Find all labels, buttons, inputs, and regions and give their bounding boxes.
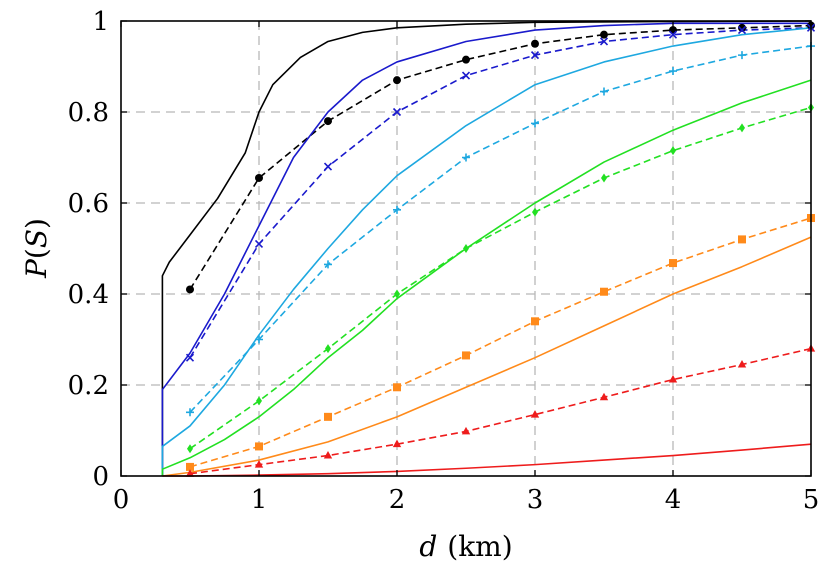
- data-point-circle: [186, 285, 194, 294]
- x-axis-label: d (km): [419, 530, 512, 563]
- data-point-triangle: [530, 410, 540, 418]
- x-tick-label: 0: [113, 485, 130, 515]
- series-line-1: [189, 24, 812, 290]
- data-point-circle: [738, 23, 746, 32]
- series-layer: [161, 20, 812, 477]
- y-tick-label: 0.4: [68, 280, 109, 310]
- x-tick-label: 4: [665, 485, 682, 515]
- data-point-cross: [392, 107, 402, 117]
- x-tick-label: 5: [803, 485, 820, 515]
- data-point-diamond: [601, 173, 607, 183]
- y-axis-label-p: P: [20, 258, 53, 279]
- data-point-triangle: [737, 360, 747, 368]
- series-line-6: [161, 79, 812, 476]
- data-point-square: [738, 235, 746, 244]
- data-point-circle: [324, 117, 332, 126]
- series-line-0: [161, 20, 812, 476]
- data-point-diamond: [532, 207, 538, 217]
- data-point-square: [600, 287, 608, 296]
- x-tick-label: 3: [527, 485, 544, 515]
- data-point-circle: [462, 55, 470, 64]
- x-axis-label-var: d: [419, 530, 437, 563]
- series-line-8: [162, 236, 812, 477]
- data-point-square: [255, 442, 263, 451]
- data-point-plus: [186, 408, 194, 417]
- y-axis-ticks: 0 0.2 0.4 0.6 0.8 1: [68, 7, 811, 492]
- x-tick-label: 2: [389, 485, 406, 515]
- data-point-cross: [185, 353, 195, 362]
- data-point-triangle: [254, 460, 264, 468]
- data-point-triangle: [599, 392, 609, 401]
- data-point-plus: [324, 260, 332, 269]
- series-line-3: [189, 27, 812, 359]
- x-axis-ticks: 0 1 2 3 4 5: [113, 21, 820, 515]
- y-tick-label: 0.8: [68, 98, 109, 128]
- plot-frame: [120, 20, 812, 477]
- y-tick-label: 0: [92, 462, 109, 492]
- data-point-circle: [600, 30, 608, 39]
- data-point-square: [186, 462, 194, 471]
- data-point-square: [393, 383, 401, 392]
- data-point-plus: [255, 335, 263, 344]
- data-point-diamond: [739, 123, 745, 133]
- data-point-diamond: [394, 289, 400, 299]
- data-point-plus: [669, 67, 677, 76]
- data-point-circle: [531, 39, 539, 48]
- data-point-square: [669, 259, 677, 268]
- data-point-circle: [393, 76, 401, 85]
- data-point-triangle: [668, 375, 678, 383]
- data-point-triangle: [323, 451, 333, 459]
- data-point-plus: [738, 51, 746, 60]
- data-point-diamond: [463, 244, 469, 253]
- data-point-triangle: [392, 439, 402, 448]
- y-tick-label: 0.2: [68, 371, 109, 401]
- data-point-plus: [600, 87, 608, 96]
- data-point-cross: [323, 162, 333, 171]
- y-axis-label-close: ): [20, 218, 53, 229]
- y-axis-label-open: (: [20, 248, 53, 259]
- x-tick-label: 1: [251, 485, 268, 515]
- series-line-4: [161, 27, 812, 476]
- data-point-diamond: [187, 444, 193, 454]
- data-point-cross: [599, 37, 609, 46]
- data-point-circle: [255, 173, 263, 182]
- series-line-9: [189, 217, 812, 468]
- data-point-square: [531, 317, 539, 326]
- data-point-square: [324, 412, 332, 421]
- series-line-2: [161, 22, 811, 476]
- data-point-diamond: [670, 146, 676, 156]
- data-point-diamond: [325, 344, 331, 354]
- x-axis-label-unit: (km): [447, 530, 512, 563]
- data-point-plus: [462, 153, 470, 162]
- y-axis-label: P(S): [20, 218, 53, 279]
- marker-layer: [185, 21, 816, 477]
- data-point-plus: [531, 119, 539, 128]
- series-line-5: [189, 45, 812, 413]
- data-point-plus: [393, 205, 401, 214]
- data-point-triangle: [461, 426, 471, 435]
- grid: [121, 21, 811, 476]
- y-tick-label: 0.6: [68, 189, 109, 219]
- series-line-11: [189, 347, 812, 475]
- data-point-cross: [668, 30, 678, 39]
- data-point-triangle: [185, 469, 195, 477]
- data-point-cross: [530, 51, 540, 60]
- data-point-square: [462, 351, 470, 360]
- series-line-7: [189, 106, 812, 450]
- data-point-diamond: [256, 396, 262, 406]
- data-point-cross: [461, 71, 471, 80]
- data-point-cross: [254, 239, 264, 249]
- data-point-cross: [737, 26, 747, 35]
- y-axis-label-s: S: [20, 229, 53, 248]
- y-tick-label: 1: [92, 7, 109, 37]
